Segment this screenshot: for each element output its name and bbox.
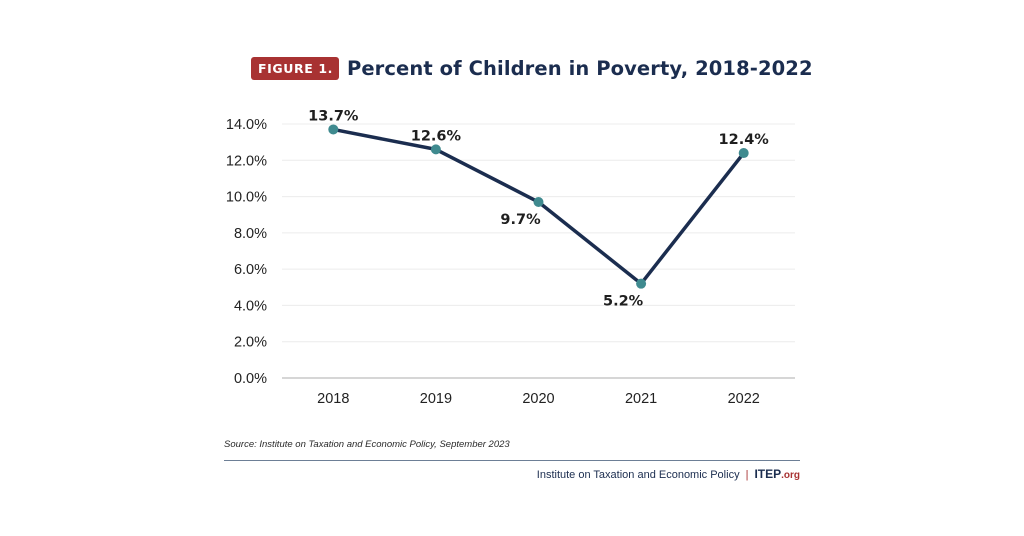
data-label: 12.6% bbox=[411, 128, 462, 144]
data-label: 9.7% bbox=[500, 212, 541, 228]
data-point bbox=[430, 144, 441, 155]
source-note: Source: Institute on Taxation and Econom… bbox=[224, 439, 510, 450]
y-tick-label: 0.0% bbox=[234, 371, 267, 387]
x-tick-label: 2021 bbox=[625, 391, 657, 407]
footer-brand: ITEP bbox=[754, 467, 782, 481]
x-tick-label: 2019 bbox=[420, 391, 452, 407]
x-tick-label: 2018 bbox=[317, 391, 349, 407]
data-point bbox=[636, 278, 647, 289]
data-label: 5.2% bbox=[603, 294, 644, 310]
chart-title: Percent of Children in Poverty, 2018-202… bbox=[346, 56, 813, 80]
footer-separator: | bbox=[745, 469, 749, 481]
data-point bbox=[738, 148, 749, 159]
y-tick-label: 14.0% bbox=[226, 117, 267, 133]
y-tick-label: 10.0% bbox=[226, 190, 267, 206]
y-tick-label: 8.0% bbox=[234, 226, 267, 242]
footer-brand-suffix: .org bbox=[781, 470, 800, 481]
x-tick-label: 2022 bbox=[728, 391, 760, 407]
data-point bbox=[328, 124, 339, 135]
footer: Institute on Taxation and Economic Polic… bbox=[537, 467, 800, 481]
y-tick-label: 2.0% bbox=[234, 335, 267, 351]
y-tick-label: 4.0% bbox=[234, 298, 267, 314]
x-tick-label: 2020 bbox=[522, 391, 554, 407]
y-tick-label: 6.0% bbox=[234, 262, 267, 278]
data-label: 12.4% bbox=[719, 132, 770, 148]
footer-org-name: Institute on Taxation and Economic Polic… bbox=[536, 469, 740, 481]
footer-divider bbox=[224, 460, 800, 461]
data-point bbox=[533, 197, 544, 208]
y-tick-label: 12.0% bbox=[226, 153, 267, 169]
figure-badge: FIGURE 1. bbox=[251, 56, 339, 80]
data-label: 13.7% bbox=[308, 108, 359, 124]
chart-header: FIGURE 1. Percent of Children in Poverty… bbox=[251, 54, 813, 82]
